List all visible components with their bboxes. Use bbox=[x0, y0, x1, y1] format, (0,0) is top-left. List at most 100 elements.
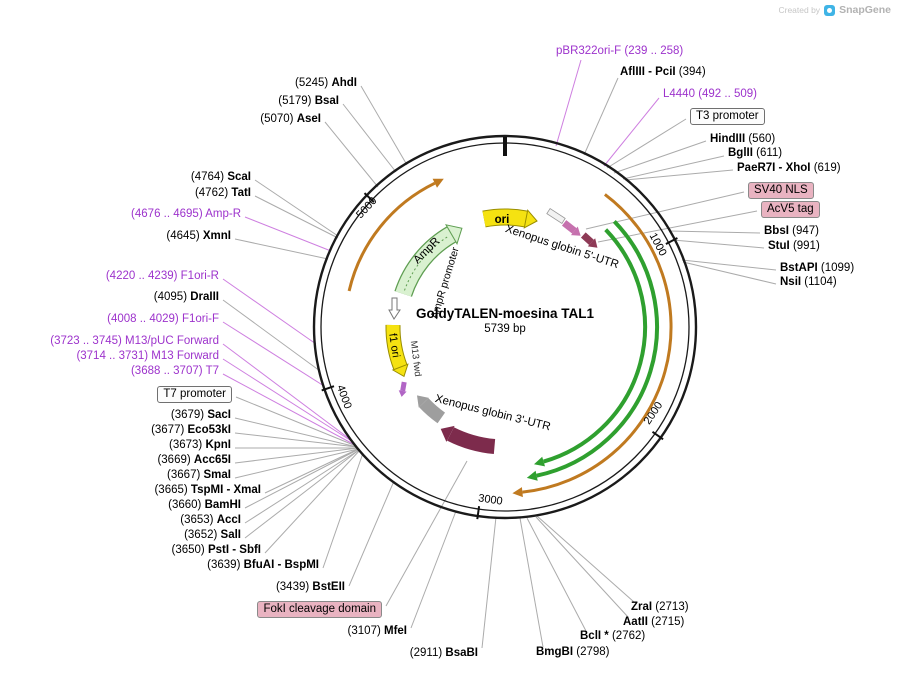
label-t3-promoter-box[interactable]: T3 promoter bbox=[690, 108, 765, 125]
site-name: PstI - SbfI bbox=[207, 544, 261, 556]
site-position: (4764) bbox=[190, 171, 225, 183]
m13-fwd-feature[interactable] bbox=[398, 381, 408, 397]
site-position: (3679) bbox=[170, 409, 205, 421]
site-name: BsaBI bbox=[445, 647, 478, 659]
label-bfuai-bspmi[interactable]: (3639) BfuAI - BspMI bbox=[207, 558, 319, 573]
label-bsai[interactable]: (5179) BsaI bbox=[278, 94, 339, 109]
label-bglii[interactable]: BglII (611) bbox=[728, 146, 782, 161]
label-hindiii[interactable]: HindIII (560) bbox=[710, 132, 775, 147]
site-name: NsiI bbox=[780, 276, 802, 288]
label-bcli[interactable]: BclI * (2762) bbox=[580, 629, 645, 644]
site-position: (5070) bbox=[260, 113, 294, 125]
label-asei[interactable]: (5070) AseI bbox=[260, 112, 321, 127]
label-stui[interactable]: StuI (991) bbox=[768, 239, 820, 254]
label-bmgbi[interactable]: BmgBI (2798) bbox=[536, 645, 610, 660]
site-name: ZraI bbox=[631, 601, 653, 613]
label-bsabi[interactable]: (2911) BsaBI bbox=[410, 646, 478, 661]
label-sv40-nls-box[interactable]: SV40 NLS bbox=[748, 182, 814, 199]
plasmid-length: 5739 bp bbox=[484, 323, 526, 335]
site-name: BstEII bbox=[312, 581, 345, 593]
site-position: (1099) bbox=[820, 262, 855, 274]
acv5-tag-feature[interactable] bbox=[580, 231, 601, 252]
label-psti-sbfi[interactable]: (3650) PstI - SbfI bbox=[172, 543, 261, 558]
label-paer7i-xhoi[interactable]: PaeR7I - XhoI (619) bbox=[737, 161, 841, 176]
label-bbsi[interactable]: BbsI (947) bbox=[764, 224, 819, 239]
site-position: (4220 .. 4239) bbox=[105, 270, 178, 282]
label-afliii-pcii[interactable]: AflIII - PciI (394) bbox=[620, 65, 706, 80]
green-repeat-arc-inner[interactable] bbox=[534, 228, 648, 467]
site-name: BfuAI - BspMI bbox=[243, 559, 319, 571]
label-l4440-primer[interactable]: L4440 (492 .. 509) bbox=[663, 87, 757, 102]
feature-name: T3 promoter bbox=[696, 110, 759, 122]
label-m13-puc-forward-primer[interactable]: (3723 .. 3745) M13/pUC Forward bbox=[50, 334, 219, 349]
ampr-feature-arrow[interactable] bbox=[394, 224, 463, 298]
site-name: BsaI bbox=[314, 95, 339, 107]
site-name: HindIII bbox=[710, 133, 746, 145]
label-acv5-tag-box[interactable]: AcV5 tag bbox=[761, 201, 820, 218]
site-position: (560) bbox=[748, 133, 776, 145]
site-position: (947) bbox=[792, 225, 819, 237]
plasmid-ring-outer bbox=[312, 134, 698, 520]
label-bsteii[interactable]: (3439) BstEII bbox=[276, 580, 345, 595]
site-name: BclI * bbox=[580, 630, 609, 642]
label-tati[interactable]: (4762) TatI bbox=[195, 186, 251, 201]
site-position: (3673) bbox=[168, 439, 203, 451]
site-position: (991) bbox=[792, 240, 820, 252]
site-position: (3660) bbox=[168, 499, 202, 511]
label-t7-primer[interactable]: (3688 .. 3707) T7 bbox=[131, 364, 219, 379]
label-kpni[interactable]: (3673) KpnI bbox=[169, 438, 231, 453]
site-position: (2715) bbox=[651, 616, 685, 628]
label-f1ori-r-primer[interactable]: (4220 .. 4239) F1ori-R bbox=[106, 269, 219, 284]
label-draiii[interactable]: (4095) DraIII bbox=[154, 290, 219, 305]
site-position: (492 .. 509) bbox=[698, 88, 758, 100]
ori-feature-arrow[interactable] bbox=[482, 208, 538, 229]
label-tspmi-xmai[interactable]: (3665) TspMI - XmaI bbox=[154, 483, 261, 498]
f1-ori-feature-arrow[interactable] bbox=[385, 324, 409, 378]
primer-connector-lines bbox=[222, 59, 660, 446]
label-saci[interactable]: (3679) SacI bbox=[171, 408, 231, 423]
label-bstapi[interactable]: BstAPI (1099) bbox=[780, 261, 854, 276]
utr3-gray-arrow[interactable] bbox=[417, 395, 446, 424]
site-name: BstAPI bbox=[780, 262, 818, 274]
site-position: (3650) bbox=[171, 544, 205, 556]
label-t7-promoter-box[interactable]: T7 promoter bbox=[157, 386, 232, 403]
feature-name: AcV5 tag bbox=[767, 203, 814, 215]
site-name: AhdI bbox=[331, 77, 357, 89]
site-position: (4095) bbox=[153, 291, 188, 303]
label-f1ori-f-primer[interactable]: (4008 .. 4029) F1ori-F bbox=[107, 312, 219, 327]
orange-cds-arc-left[interactable] bbox=[347, 178, 444, 292]
label-zrai[interactable]: ZraI (2713) bbox=[631, 600, 689, 615]
label-acci[interactable]: (3653) AccI bbox=[180, 513, 241, 528]
site-name: XmnI bbox=[202, 230, 231, 242]
label-smai[interactable]: (3667) SmaI bbox=[167, 468, 231, 483]
label-pbr322ori-f-primer[interactable]: pBR322ori-F (239 .. 258) bbox=[556, 44, 683, 59]
site-position: (3667) bbox=[167, 469, 201, 481]
label-scai[interactable]: (4764) ScaI bbox=[191, 170, 251, 185]
label-m13-forward-primer[interactable]: (3714 .. 3731) M13 Forward bbox=[76, 349, 219, 364]
label-mfei[interactable]: (3107) MfeI bbox=[348, 624, 407, 639]
label-aatii[interactable]: AatII (2715) bbox=[623, 615, 684, 630]
label-sali[interactable]: (3652) SalI bbox=[184, 528, 241, 543]
site-name: F1ori-F bbox=[181, 313, 219, 325]
green-repeat-arc-outer[interactable] bbox=[526, 220, 659, 481]
label-nsii[interactable]: NsiI (1104) bbox=[780, 275, 837, 290]
label-xmni[interactable]: (4645) XmnI bbox=[166, 229, 231, 244]
site-position: (239 .. 258) bbox=[624, 45, 684, 57]
sv40-nls-feature[interactable] bbox=[561, 219, 584, 241]
label-foki-cleavage-domain-box[interactable]: FokI cleavage domain bbox=[257, 601, 382, 618]
ampr-promoter-arrow[interactable] bbox=[388, 297, 401, 320]
label-ahdi[interactable]: (5245) AhdI bbox=[295, 76, 357, 91]
orange-cds-arc-right[interactable] bbox=[512, 193, 673, 498]
label-eco53ki[interactable]: (3677) Eco53kI bbox=[151, 423, 231, 438]
feature-name: T7 promoter bbox=[163, 388, 226, 400]
site-position: (2798) bbox=[576, 646, 610, 658]
foki-maroon-arrow[interactable] bbox=[440, 425, 496, 454]
feature-name: SV40 NLS bbox=[754, 184, 808, 196]
plasmid-title-block: GoldyTALEN-moesina TAL1 5739 bp bbox=[416, 306, 594, 335]
site-name: Amp-R bbox=[205, 208, 241, 220]
label-bamhi[interactable]: (3660) BamHI bbox=[168, 498, 241, 513]
t3-promoter-feature[interactable] bbox=[546, 208, 566, 224]
label-amp-r-primer[interactable]: (4676 .. 4695) Amp-R bbox=[131, 207, 241, 222]
site-position: (3665) bbox=[154, 484, 188, 496]
label-acc65i[interactable]: (3669) Acc65I bbox=[157, 453, 231, 468]
